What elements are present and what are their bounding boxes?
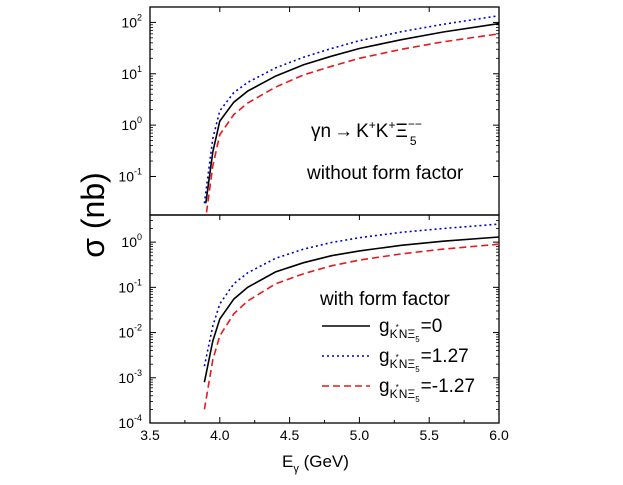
x-tick-label: 5.5 bbox=[419, 427, 439, 443]
y-tick-label: 10-1 bbox=[118, 166, 142, 184]
reaction-label: γn → K+K+Ξ−− 5 bbox=[311, 117, 422, 148]
without-form-factor-label: without form factor bbox=[306, 163, 464, 184]
x-tick-label: 4.5 bbox=[280, 427, 300, 443]
y-tick-label: 100 bbox=[121, 232, 142, 250]
bottom-panel: 10-4 10-3 10-2 10-1 100 with form factor gK*… bbox=[118, 214, 500, 431]
top-panel-curves bbox=[203, 14, 500, 213]
x-tick-label: 3.5 bbox=[140, 427, 160, 443]
with-form-factor-label: with form factor bbox=[319, 289, 451, 310]
y-tick-label: 10-1 bbox=[118, 277, 142, 295]
x-tick-label: 4.0 bbox=[210, 427, 230, 443]
curve-g-neg bbox=[205, 33, 500, 213]
bottom-panel-curves bbox=[203, 223, 500, 410]
y-tick-label: 10-4 bbox=[118, 413, 142, 431]
curve-g-pos bbox=[203, 14, 500, 204]
curve-g0 bbox=[205, 22, 500, 204]
y-tick-label: 102 bbox=[121, 12, 142, 30]
y-tick-label: 101 bbox=[121, 64, 142, 82]
bottom-panel-y-ticks: 10-4 10-3 10-2 10-1 100 bbox=[118, 220, 499, 431]
top-panel: 10-1 100 101 102 γn → K+K+Ξ−− 5 without form f… bbox=[118, 6, 500, 216]
x-axis-ticks: 3.5 4.0 4.5 5.0 5.5 6.0 bbox=[140, 7, 509, 443]
y-tick-label: 10-3 bbox=[118, 368, 142, 386]
curve-g-neg bbox=[203, 243, 500, 410]
y-tick-label: 100 bbox=[121, 115, 142, 133]
x-axis-label: Eγ (GeV) bbox=[282, 452, 349, 475]
y-axis-label: σ (nb) bbox=[75, 172, 111, 258]
x-tick-label: 6.0 bbox=[489, 427, 509, 443]
legend-label: gK*NΞ5=-1.27 bbox=[379, 376, 475, 404]
legend-label: gK*NΞ5=0 bbox=[379, 316, 442, 344]
y-tick-label: 10-2 bbox=[118, 323, 142, 341]
curve-g0 bbox=[203, 236, 500, 383]
x-tick-label: 5.0 bbox=[350, 427, 370, 443]
legend-label: gK*NΞ5=1.27 bbox=[379, 346, 469, 374]
top-panel-y-ticks: 10-1 100 101 102 bbox=[118, 12, 499, 184]
curve-g-pos bbox=[203, 223, 500, 367]
